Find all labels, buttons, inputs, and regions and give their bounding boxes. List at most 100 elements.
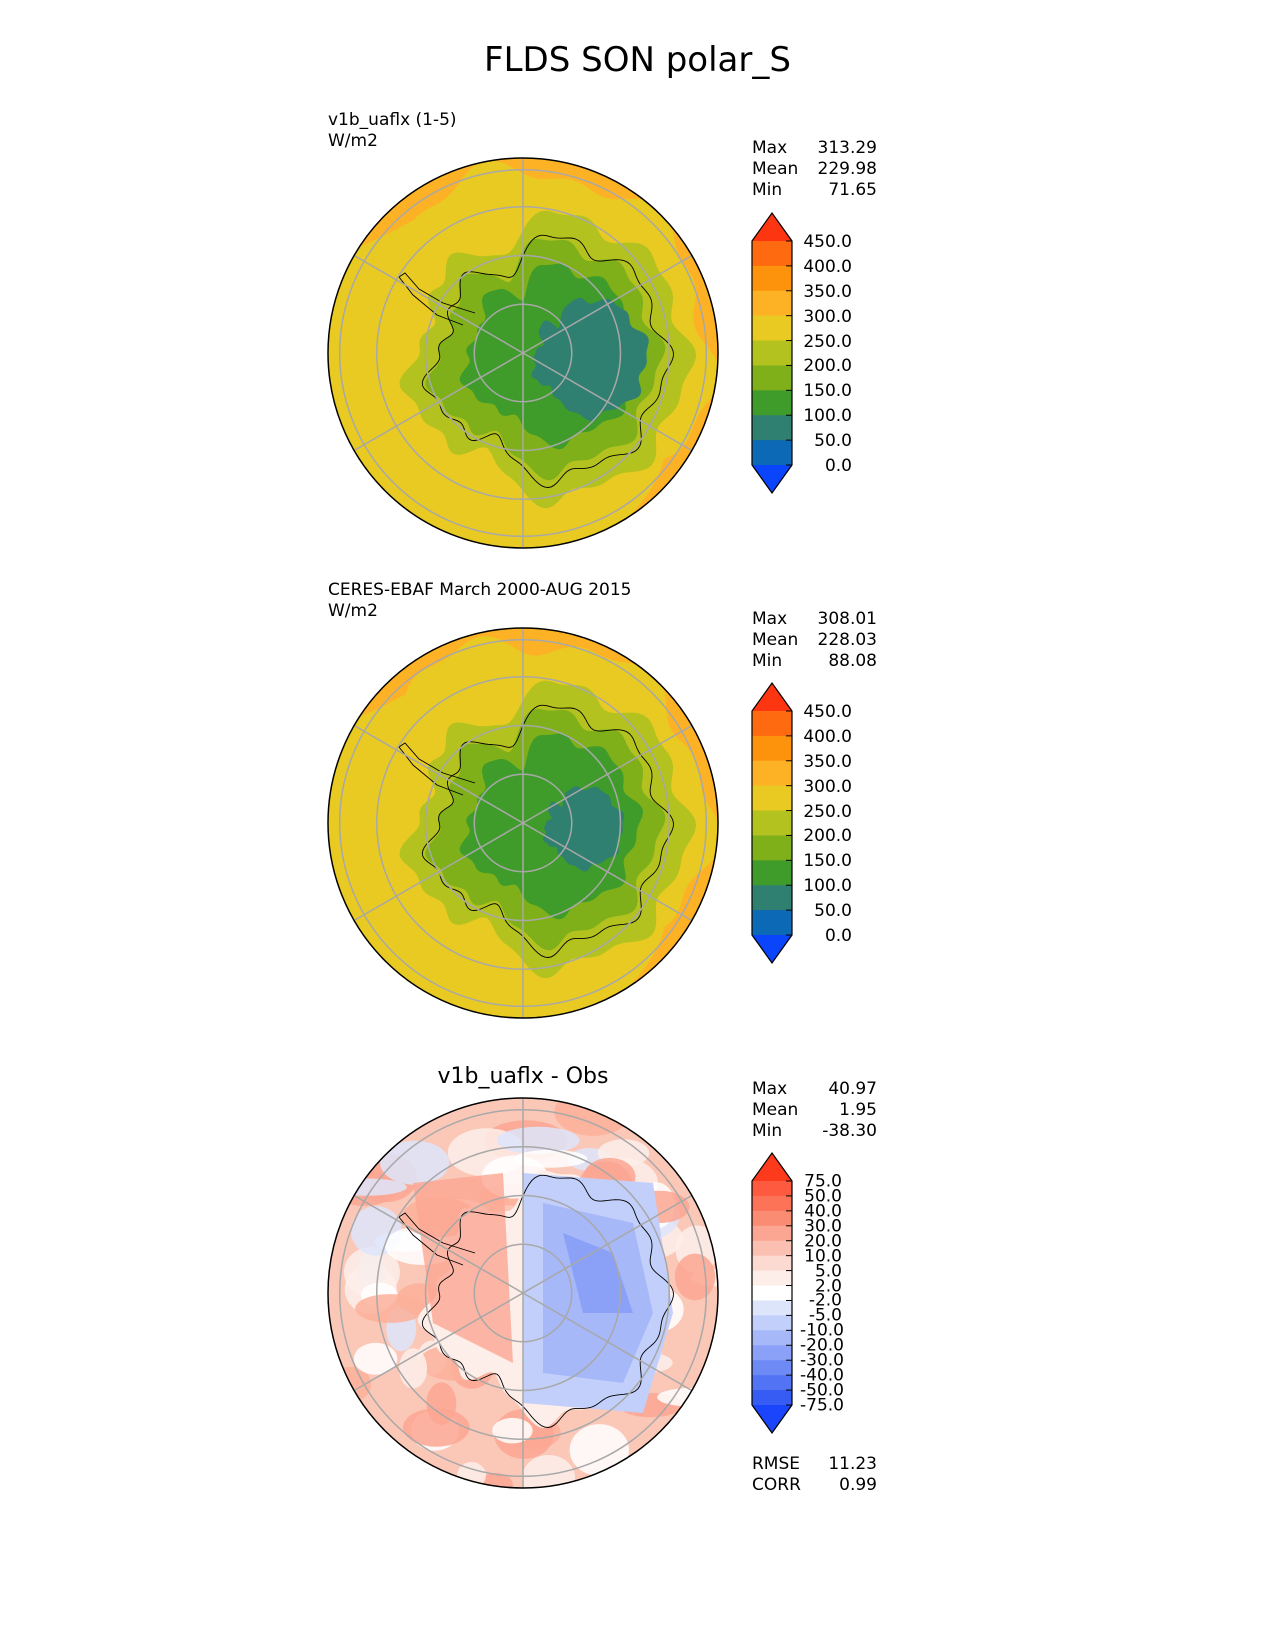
stat-name: Mean <box>752 630 799 650</box>
colorbar-tick-label: 150.0 <box>803 381 852 402</box>
field-patch <box>399 1348 428 1389</box>
colorbar-extend-min <box>752 465 792 493</box>
stat-value: 40.97 <box>828 1079 877 1099</box>
colorbar-segment <box>752 860 792 886</box>
stat-value: 11.23 <box>828 1454 877 1474</box>
field-band <box>531 297 649 422</box>
colorbar-tick-label: 400.0 <box>803 726 852 747</box>
meridian-line <box>522 1194 693 1294</box>
colorbar-tick-label: 20.0 <box>804 1231 842 1252</box>
stat-value: -38.30 <box>822 1121 877 1141</box>
colorbar-tick-label: 30.0 <box>804 1216 842 1237</box>
panel2-colorbar <box>751 681 793 965</box>
panel2-stats: Max 308.01 Mean 228.03 Min 88.08 <box>752 609 877 672</box>
stat-name: Min <box>752 651 783 671</box>
stat-row: Mean 228.03 <box>752 630 877 651</box>
meridian-line <box>353 254 524 354</box>
colorbar-segment <box>752 835 792 861</box>
panel2-colorbar-ticks: 450.0 400.0 350.0 300.0 250.0 200.0 150.0 100.0… <box>800 682 880 964</box>
colorbar-extend-min <box>752 1405 792 1433</box>
stat-value: 308.01 <box>817 609 877 629</box>
colorbar-extend-max <box>752 683 792 711</box>
coastline <box>421 1174 674 1428</box>
meridian-line <box>522 724 693 824</box>
colorbar-tick-label: 50.0 <box>814 431 852 452</box>
stat-row: Min -38.30 <box>752 1121 877 1142</box>
colorbar-segment <box>752 711 792 737</box>
colorbar-segment <box>752 315 792 342</box>
field-patch <box>674 1253 716 1301</box>
colorbar-tick-label: -20.0 <box>800 1335 844 1356</box>
panel3-polar-map <box>327 1097 719 1489</box>
stat-row: Min 88.08 <box>752 651 877 672</box>
colorbar-tick-label: 0.0 <box>824 926 852 946</box>
colorbar-segment <box>752 1375 792 1391</box>
colorbar-segment <box>752 390 792 416</box>
colorbar-segment <box>752 1285 792 1301</box>
colorbar-segment <box>752 1345 792 1361</box>
stat-name: Mean <box>752 1100 799 1120</box>
colorbar-segment <box>752 1195 792 1212</box>
stat-name: RMSE <box>752 1454 801 1474</box>
colorbar-tick-label: 350.0 <box>803 281 852 302</box>
colorbar-segment <box>752 1240 792 1257</box>
stat-name: Min <box>752 1121 783 1141</box>
colorbar-segment <box>752 1360 792 1376</box>
colorbar-segment <box>752 1225 792 1242</box>
colorbar-tick-label: 300.0 <box>803 776 852 797</box>
colorbar-tick-label: 2.0 <box>814 1276 842 1297</box>
stat-row: Max 313.29 <box>752 138 877 159</box>
stat-name: CORR <box>752 1475 801 1495</box>
colorbar-tick-label: 350.0 <box>803 751 852 772</box>
colorbar-tick-label: 50.0 <box>814 901 852 922</box>
stat-name: Min <box>752 180 783 200</box>
field-patch <box>657 1387 718 1407</box>
colorbar-tick-label: 5.0 <box>814 1261 842 1282</box>
stat-name: Max <box>752 609 788 629</box>
field-patch <box>497 1126 580 1155</box>
colorbar-tick-label: 150.0 <box>803 851 852 872</box>
map-boundary <box>327 627 719 1019</box>
colorbar-tick-label: 400.0 <box>803 256 852 277</box>
meridian-line <box>353 352 524 452</box>
meridian-line <box>522 822 693 922</box>
colorbar-segment <box>752 810 792 836</box>
colorbar-tick-label: -40.0 <box>800 1365 844 1386</box>
stat-row: Max 40.97 <box>752 1079 877 1100</box>
coastline <box>421 234 674 488</box>
panel1-colorbar <box>751 211 793 495</box>
meridian-line <box>353 822 524 922</box>
colorbar-tick-label: 50.0 <box>804 1186 842 1207</box>
panel1-label: v1b_uaflx (1-5) <box>328 110 457 130</box>
field-patch <box>554 1098 632 1136</box>
colorbar-tick-label: 450.0 <box>803 232 852 252</box>
figure-title: FLDS SON polar_S <box>484 40 791 80</box>
colorbar-tick-label: -30.0 <box>800 1350 844 1371</box>
graticule <box>338 158 708 548</box>
colorbar-segment <box>752 1255 792 1272</box>
field-patch <box>522 1455 576 1488</box>
colorbar-segment <box>752 265 792 292</box>
graticule <box>338 1098 708 1488</box>
colorbar-tick-label: -2.0 <box>808 1290 842 1311</box>
meridian-line <box>353 1292 524 1392</box>
colorbar-tick-label: 250.0 <box>803 801 852 822</box>
coastline-peninsula <box>398 742 476 796</box>
colorbar-segment <box>752 1300 792 1316</box>
colorbar-segment <box>752 785 792 812</box>
stat-value: 313.29 <box>817 138 877 158</box>
panel1-polar-map <box>327 157 719 549</box>
map-boundary <box>327 157 719 549</box>
field-band <box>413 1173 513 1363</box>
field-layer <box>328 1098 718 1488</box>
stat-row: Min 71.65 <box>752 180 877 201</box>
panel1-units: W/m2 <box>328 131 378 151</box>
field-patch <box>328 1178 407 1196</box>
graticule <box>338 628 708 1018</box>
colorbar-segment <box>752 1270 792 1287</box>
colorbar-tick-label: 100.0 <box>803 876 852 897</box>
stat-value: 0.99 <box>839 1475 877 1495</box>
panel3-colorbar <box>751 1151 793 1435</box>
colorbar-tick-label: 0.0 <box>824 456 852 476</box>
colorbar-segment <box>752 340 792 366</box>
